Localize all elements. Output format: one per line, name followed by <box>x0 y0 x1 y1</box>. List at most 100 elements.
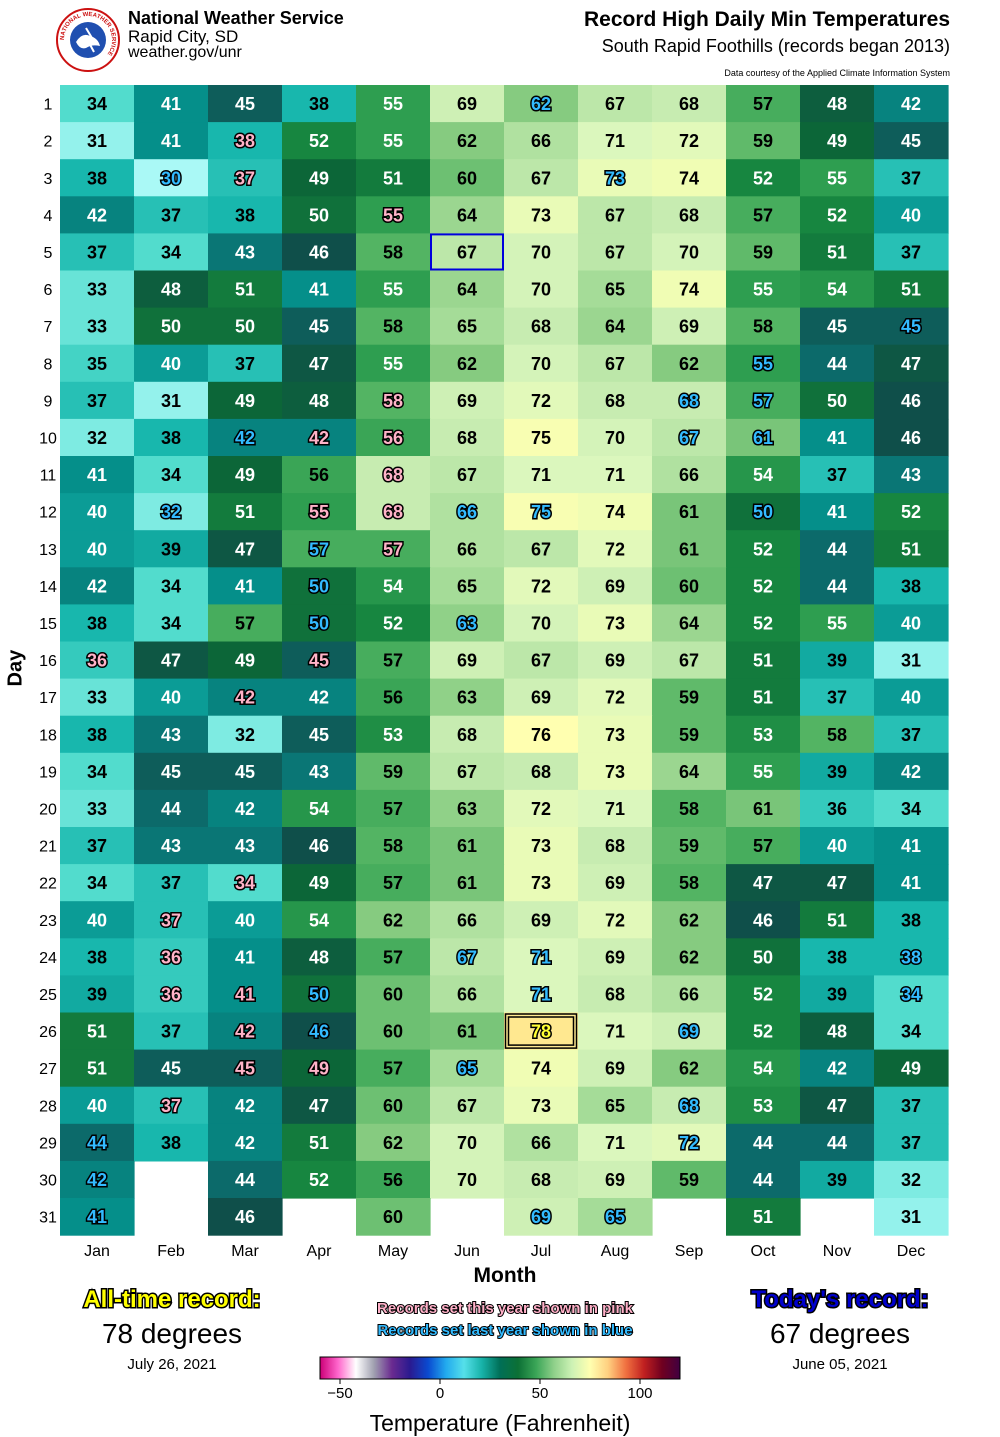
cell-value: 55 <box>383 205 403 225</box>
colorbar-tick-label: 100 <box>627 1385 652 1402</box>
cell-value: 66 <box>457 984 477 1004</box>
heatmap-cell <box>356 1049 431 1088</box>
cell-value: 44 <box>753 1170 773 1190</box>
cell-value: 46 <box>309 242 329 262</box>
cell-value: 41 <box>235 576 255 596</box>
cell-value: 40 <box>161 688 181 708</box>
day-tick: 12 <box>39 505 57 522</box>
heatmap-cell <box>430 493 505 531</box>
cell-value: 53 <box>753 1096 773 1116</box>
heatmap-cell <box>874 901 949 939</box>
cell-value: 68 <box>679 1096 699 1116</box>
heatmap-cell <box>356 1012 431 1051</box>
heatmap-cell <box>652 1086 727 1125</box>
heatmap-cell <box>208 418 283 457</box>
day-tick: 26 <box>39 1024 57 1041</box>
heatmap-cell <box>800 1123 875 1162</box>
heatmap-cell <box>208 715 283 754</box>
cell-value: 33 <box>87 688 107 708</box>
cell-value: 55 <box>827 613 847 633</box>
cell-value: 60 <box>457 168 477 188</box>
heatmap-cell <box>726 1198 801 1236</box>
heatmap-cell <box>578 789 653 828</box>
cell-value: 73 <box>605 613 625 633</box>
cell-value: 55 <box>383 131 403 151</box>
heatmap-cell <box>652 344 727 383</box>
heatmap-cell <box>430 1160 505 1199</box>
cell-value: 37 <box>161 910 181 930</box>
heatmap-cell <box>60 344 135 383</box>
month-tick: Apr <box>307 1243 333 1260</box>
cell-value: 60 <box>383 984 403 1004</box>
heatmap-cell <box>652 122 727 160</box>
cell-value: 38 <box>161 428 181 448</box>
heatmap-cell <box>356 975 431 1014</box>
heatmap-cell <box>504 678 579 717</box>
cell-value: 40 <box>901 688 921 708</box>
heatmap-cell <box>430 307 505 346</box>
heatmap-cell <box>874 418 949 457</box>
heatmap-cell <box>874 270 949 309</box>
cell-value: 45 <box>309 317 329 337</box>
cell-value: 40 <box>901 205 921 225</box>
cell-value: 51 <box>87 1022 107 1042</box>
heatmap-cell <box>652 752 727 791</box>
heatmap-cell <box>726 233 801 272</box>
heatmap-cell <box>430 715 505 754</box>
cell-value: 46 <box>309 836 329 856</box>
heatmap-cell <box>208 381 283 420</box>
day-tick: 29 <box>39 1135 57 1152</box>
cell-value: 39 <box>161 539 181 559</box>
cell-value: 44 <box>827 354 847 374</box>
heatmap-cell <box>356 567 431 605</box>
cell-value: 43 <box>161 725 181 745</box>
day-tick: 20 <box>39 801 57 818</box>
heatmap-cell <box>208 975 283 1014</box>
heatmap-cell <box>60 1198 135 1236</box>
cell-value: 41 <box>161 94 181 114</box>
cell-value: 40 <box>235 910 255 930</box>
month-tick: Jul <box>531 1243 551 1260</box>
cell-value: 32 <box>161 502 181 522</box>
heatmap-cell <box>60 1049 135 1088</box>
heatmap-cell <box>800 752 875 791</box>
heatmap-cell <box>874 344 949 383</box>
heatmap-cell <box>134 827 209 865</box>
colorbar-tick-label: 50 <box>532 1385 549 1402</box>
cell-value: 44 <box>753 1133 773 1153</box>
heatmap-cell <box>356 641 431 680</box>
heatmap-cell <box>134 196 209 234</box>
cell-value: 69 <box>679 1022 699 1042</box>
cell-value: 51 <box>235 280 255 300</box>
heatmap-cell <box>800 418 875 457</box>
heatmap-cell <box>578 641 653 680</box>
org-office: Rapid City, SD <box>128 27 239 46</box>
heatmap-cell <box>356 864 431 902</box>
heatmap-cell <box>208 752 283 791</box>
heatmap-cell <box>208 122 283 160</box>
heatmap-cell <box>652 864 727 902</box>
heatmap-cell <box>356 270 431 309</box>
heatmap-cell <box>874 381 949 420</box>
heatmap-cell <box>356 827 431 865</box>
heatmap-cell <box>874 604 949 643</box>
cell-value: 50 <box>309 205 329 225</box>
cell-value: 30 <box>161 168 181 188</box>
cell-value: 47 <box>753 873 773 893</box>
cell-value: 38 <box>901 910 921 930</box>
heatmap-cell <box>578 827 653 865</box>
cell-value: 44 <box>161 799 181 819</box>
heatmap-cell <box>874 975 949 1014</box>
cell-value: 38 <box>827 947 847 967</box>
cell-value: 44 <box>235 1170 255 1190</box>
org-url[interactable]: weather.gov/unr <box>128 44 242 61</box>
cell-value: 52 <box>753 984 773 1004</box>
cell-value: 42 <box>901 94 921 114</box>
cell-value: 72 <box>605 688 625 708</box>
heatmap-cell <box>208 604 283 643</box>
heatmap-cell <box>726 604 801 643</box>
heatmap-cell <box>356 493 431 531</box>
cell-value: 37 <box>235 354 255 374</box>
cell-value: 45 <box>235 1059 255 1079</box>
heatmap-cell <box>134 975 209 1014</box>
